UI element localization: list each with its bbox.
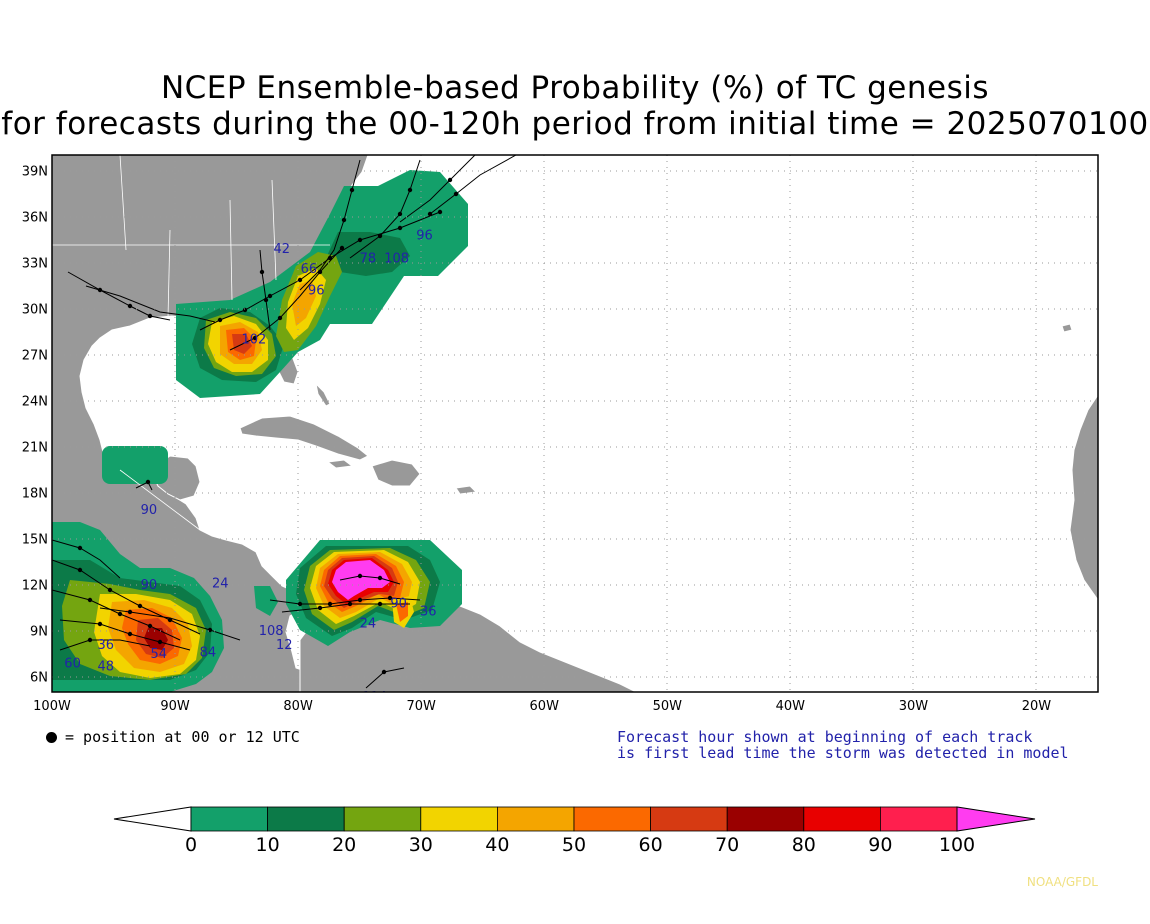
colorbar-tick-labels: 0 10 20 30 40 50 60 70 80 90 100 (185, 834, 975, 856)
latitude-label: 39N (22, 164, 48, 179)
colorbar-tick-label: 70 (715, 834, 739, 856)
land-puerto-rico (455, 485, 478, 495)
probability-shading (52, 170, 468, 692)
colorbar (113, 806, 1036, 832)
forecast-hour-label: 102 (242, 333, 267, 348)
contour-70-80-epac (144, 628, 168, 650)
forecast-hour-label: 114 (362, 690, 387, 705)
latitude-label: 24N (22, 394, 48, 409)
colorbar-tick-label: 0 (185, 834, 197, 856)
colorbar-tick-label: 100 (939, 834, 975, 856)
longitude-label: 70W (406, 699, 436, 714)
colorbar-tick-label: 90 (868, 834, 892, 856)
land-africa (1069, 394, 1098, 601)
colorbar-tick-label: 80 (792, 834, 816, 856)
forecast-hour-label: 96 (416, 228, 433, 243)
forecast-hour-label: 36 (420, 604, 437, 619)
latitude-label: 9N (30, 625, 48, 640)
forecast-hour-label: 12 (276, 638, 293, 653)
forecast-hour-label: 90 (390, 597, 407, 612)
position-dot-icon (46, 732, 57, 743)
contour-90-100-carib (332, 560, 390, 600)
forecast-hour-label: 66 (301, 262, 318, 277)
credit-label: NOAA/GFDL (1026, 875, 1098, 889)
land-hispaniola (371, 459, 421, 487)
latitude-label: 30N (22, 302, 48, 317)
forecast-hour-label: 108 (384, 251, 409, 266)
forecast-hour-label: 84 (200, 646, 217, 661)
longitude-label: 20W (1022, 699, 1052, 714)
forecast-hour-label: 36 (98, 638, 115, 653)
latitude-label: 36N (22, 210, 48, 225)
chart-title-line-2: for forecasts during the 00-120h period … (1, 106, 1149, 142)
forecast-hour-label: 90 (141, 578, 158, 593)
chart-title-line-1: NCEP Ensemble-based Probability (%) of T… (160, 70, 990, 106)
political-borders (52, 155, 330, 531)
longitude-label: 90W (160, 699, 190, 714)
colorbar-segment (420, 806, 498, 832)
contour-50-60-carib-east (396, 602, 408, 622)
land-cuba (239, 415, 369, 461)
latitude-labels: 39N 36N 33N 30N 27N 24N 21N 18N 15N 12N 9N 6N (22, 164, 48, 685)
contour-40-50-east (292, 280, 316, 326)
colorbar-tick-label: 50 (562, 834, 586, 856)
latitude-label: 27N (22, 348, 48, 363)
colorbar-tick-label: 60 (639, 834, 663, 856)
forecast-hour-label: 54 (150, 647, 167, 662)
colorbar-tick-label: 30 (409, 834, 433, 856)
longitude-label: 60W (530, 699, 560, 714)
longitude-label: 50W (653, 699, 683, 714)
colorbar-segment (267, 806, 345, 832)
colorbar-segment (803, 806, 881, 832)
forecast-hour-label: 78 (360, 251, 377, 266)
forecast-hour-label: 48 (98, 660, 115, 675)
forecast-note-line-1: Forecast hour shown at beginning of each… (617, 728, 1033, 746)
track-position-dots (77, 177, 459, 675)
forecast-hour-label: 108 (259, 624, 284, 639)
forecast-hour-label: 60 (64, 656, 81, 671)
land-jamaica (326, 459, 354, 469)
forecast-hour-label: 24 (360, 617, 377, 632)
colorbar-segment (726, 806, 805, 832)
colorbar-segment (573, 806, 651, 832)
latitude-label: 6N (30, 671, 48, 686)
colorbar-low-extension (113, 806, 192, 832)
contour-0-10-yucatan (102, 446, 168, 484)
forecast-hour-label: 42 (274, 242, 291, 257)
longitude-label: 100W (33, 699, 71, 714)
colorbar-tick-label: 20 (332, 834, 356, 856)
latitude-label: 18N (22, 487, 48, 502)
latitude-label: 15N (22, 533, 48, 548)
longitude-label: 40W (776, 699, 806, 714)
colorbar-tick-label: 40 (485, 834, 509, 856)
longitude-label: 80W (283, 699, 313, 714)
latitude-label: 12N (22, 579, 48, 594)
colorbar-segment (343, 806, 422, 832)
colorbar-segment (496, 806, 575, 832)
forecast-hour-label: 96 (308, 284, 325, 299)
contour-10-20-east-coast (326, 232, 410, 276)
colorbar-high-extension (956, 806, 1036, 832)
grid-lines (52, 155, 1098, 692)
land-bahamas (315, 382, 331, 407)
colorbar-tick-label: 10 (256, 834, 280, 856)
colorbar-segment (190, 806, 268, 832)
longitude-labels: 100W 90W 80W 70W 60W 50W 40W 30W 20W (33, 699, 1051, 714)
longitude-label: 30W (899, 699, 929, 714)
contour-0-10-panama (254, 586, 278, 616)
forecast-hour-label: 90 (141, 503, 158, 518)
forecast-hour-label: 24 (212, 577, 229, 592)
latitude-label: 33N (22, 256, 48, 271)
position-dot-legend-text: = position at 00 or 12 UTC (65, 728, 300, 746)
position-dot-legend: = position at 00 or 12 UTC (46, 728, 300, 746)
colorbar-segment (880, 806, 958, 832)
forecast-note-line-2: is first lead time the storm was detecte… (617, 744, 1069, 762)
land-canary (1061, 323, 1073, 333)
latitude-label: 21N (22, 441, 48, 456)
map-frame (51, 154, 1099, 693)
colorbar-segment (650, 806, 728, 832)
